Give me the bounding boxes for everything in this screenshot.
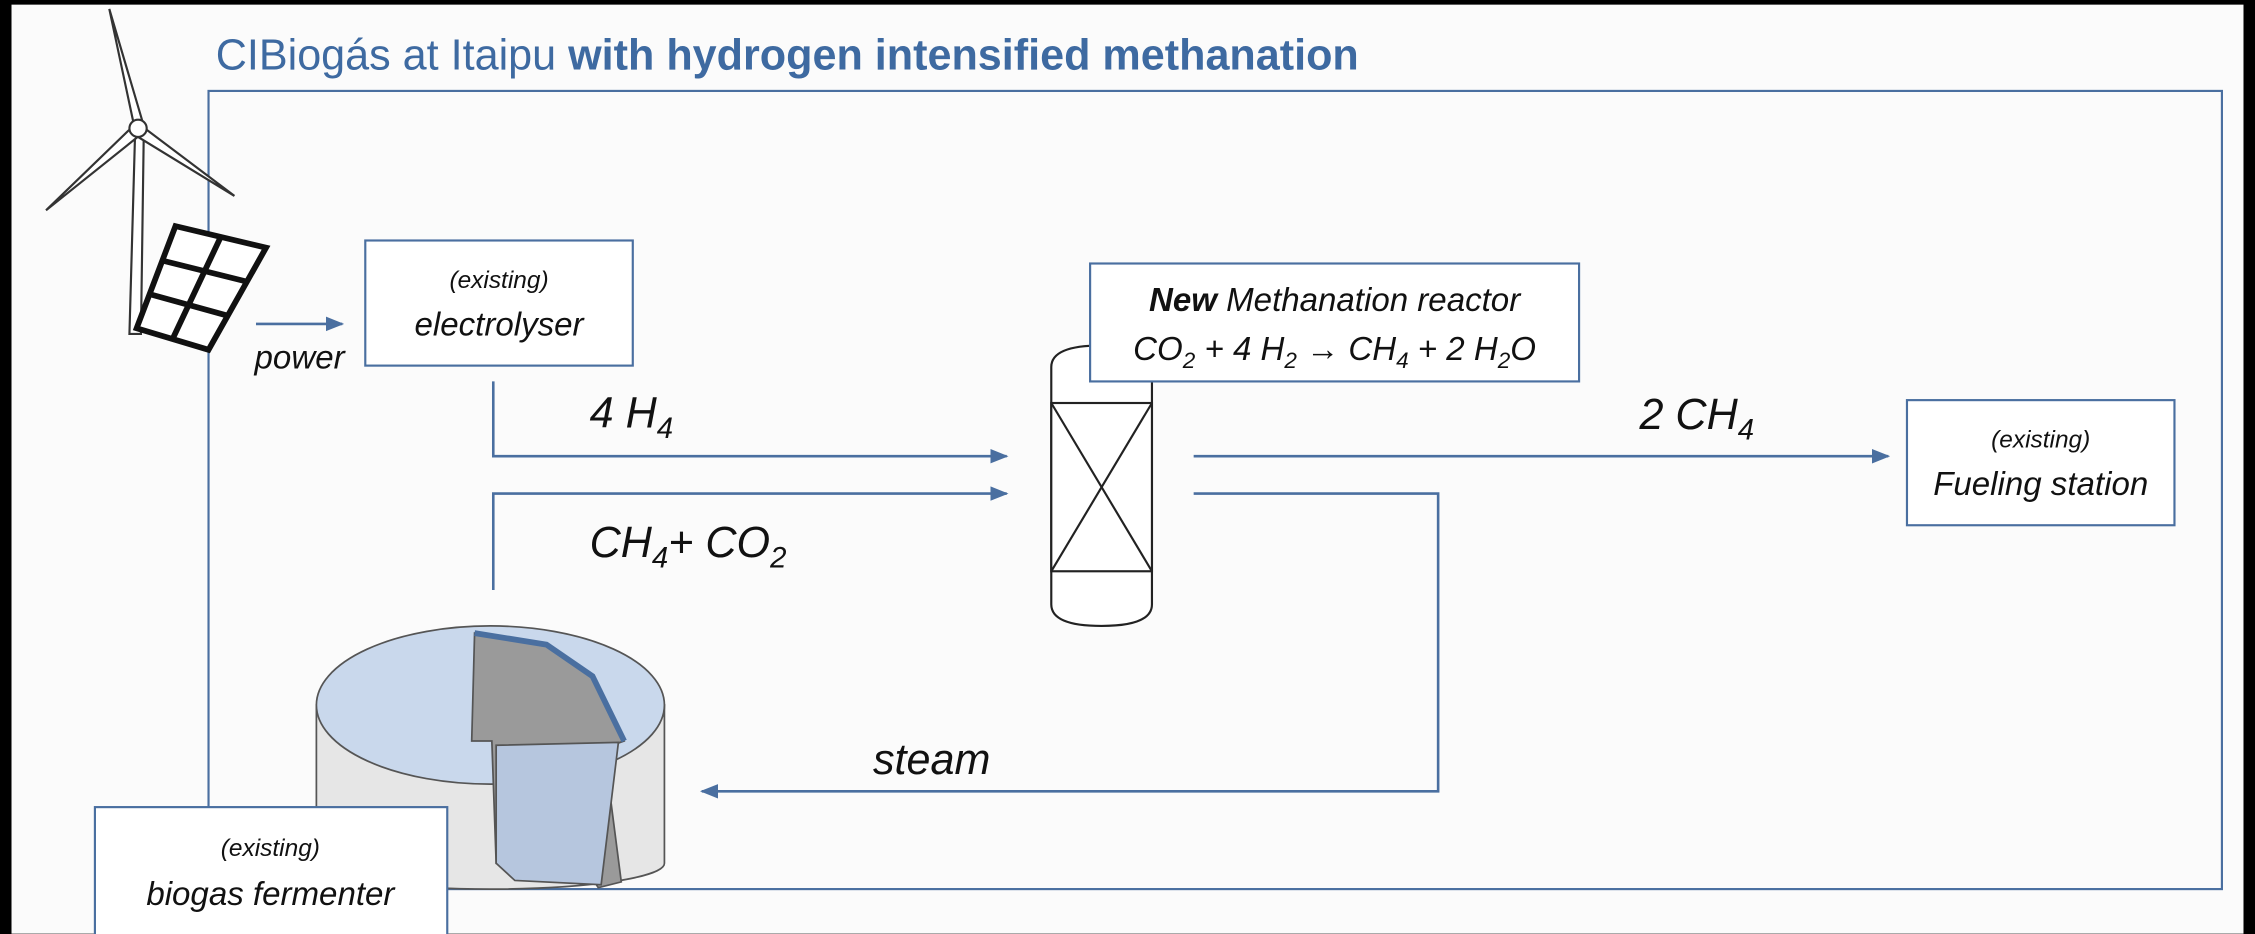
fermenter-box bbox=[93, 806, 449, 934]
steam-label: steam bbox=[873, 736, 990, 784]
reactor-box bbox=[1089, 262, 1581, 383]
reactor-formula: CO2 + 4 H2 → CH4 + 2 H2O bbox=[1133, 331, 1536, 373]
fueling-box bbox=[1905, 399, 2176, 527]
title: CIBiogás at Itaipu with hydrogen intensi… bbox=[216, 31, 1359, 79]
formula-text: + 4 H bbox=[1195, 331, 1284, 368]
electrolyser-label: electrolyser bbox=[415, 306, 586, 343]
methane-label: 2 CH4 bbox=[1638, 391, 1754, 447]
formula-text: + CO bbox=[668, 519, 770, 567]
formula-text: CH bbox=[590, 519, 653, 567]
reactor-title: New Methanation reactor bbox=[1149, 282, 1522, 319]
subscript: 2 bbox=[1497, 348, 1511, 373]
formula-text: → CH bbox=[1297, 331, 1396, 368]
steam-flow bbox=[699, 492, 1440, 799]
hydrogen-label: 4 H4 bbox=[590, 389, 673, 445]
fueling-note: (existing) bbox=[1991, 427, 2090, 454]
formula-text: 4 H bbox=[590, 389, 658, 437]
electrolyser-note: (existing) bbox=[449, 267, 548, 294]
formula-text: O bbox=[1510, 331, 1536, 368]
power-label: power bbox=[254, 339, 347, 376]
subscript: 4 bbox=[1738, 414, 1754, 447]
subscript: 2 bbox=[1283, 348, 1297, 373]
fermenter-note: (existing) bbox=[221, 835, 320, 862]
wind-turbine bbox=[45, 8, 236, 336]
hydrogen-flow bbox=[491, 381, 1009, 464]
fueling-label: Fueling station bbox=[1933, 466, 2148, 503]
subscript: 2 bbox=[1182, 348, 1196, 373]
formula-text: 2 CH bbox=[1638, 391, 1738, 439]
reactor-emphasis: New bbox=[1149, 282, 1219, 319]
formula-text: + 2 H bbox=[1409, 331, 1498, 368]
biogas-label: CH4+ CO2 bbox=[590, 519, 787, 575]
system-frame bbox=[207, 89, 2224, 891]
reactor-vessel bbox=[1050, 344, 1154, 627]
biogas-flow bbox=[491, 486, 1009, 590]
title-regular: CIBiogás at Itaipu bbox=[216, 31, 556, 79]
subscript: 4 bbox=[652, 542, 668, 575]
subscript: 4 bbox=[1396, 348, 1409, 373]
fermenter-label: biogas fermenter bbox=[146, 876, 396, 913]
formula-text: CO bbox=[1133, 331, 1183, 368]
solar-panel bbox=[132, 222, 271, 354]
reactor-label: Methanation reactor bbox=[1226, 282, 1522, 319]
subscript: 2 bbox=[769, 542, 786, 575]
title-bold: with hydrogen intensified methanation bbox=[567, 31, 1359, 79]
electrolyser-box bbox=[364, 239, 634, 367]
subscript: 4 bbox=[657, 412, 673, 445]
